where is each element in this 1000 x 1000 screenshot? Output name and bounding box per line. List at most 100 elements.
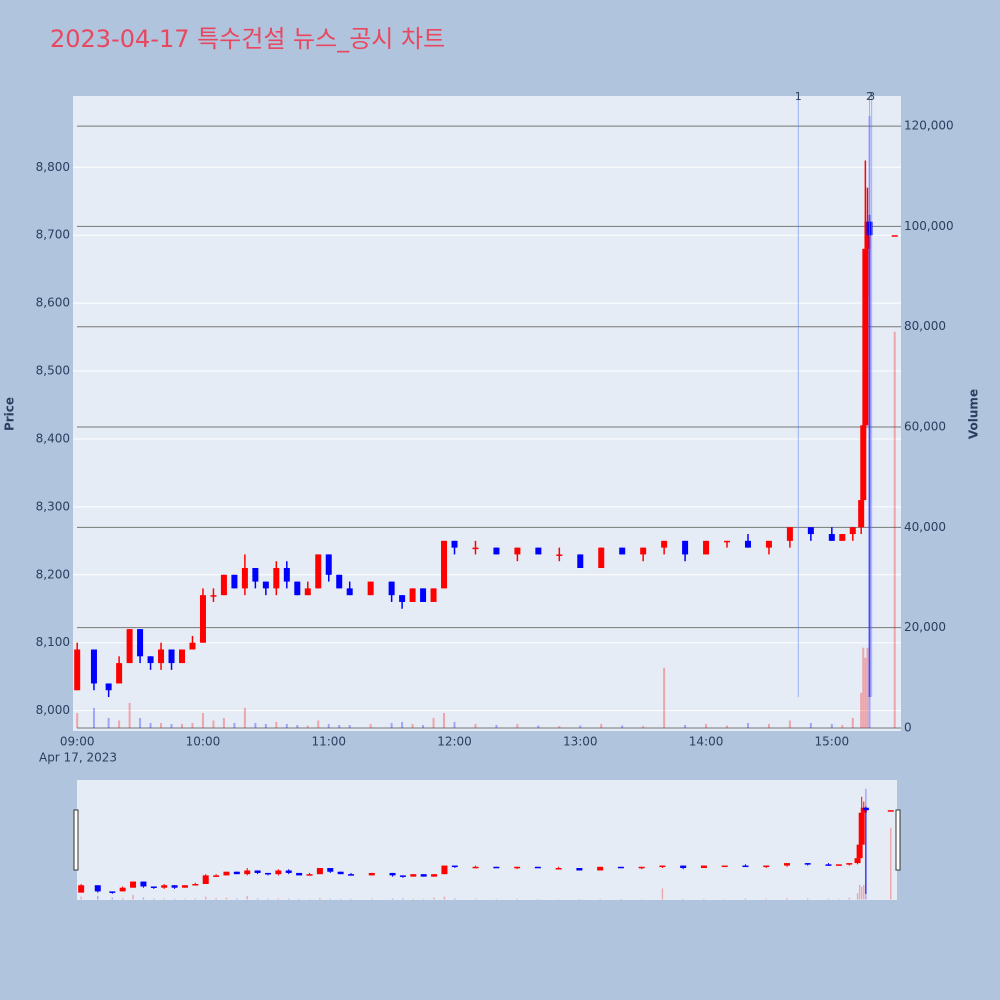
volume-bar	[233, 722, 236, 728]
volume-bar	[118, 720, 121, 728]
mini-candle-body	[534, 866, 541, 869]
volume-bar	[139, 717, 142, 728]
candle-body	[336, 574, 343, 589]
mini-candle-body	[327, 868, 334, 872]
volume-bar	[170, 723, 173, 728]
y-axis-label: Price	[3, 397, 17, 431]
volume-bar	[788, 720, 791, 728]
volume-bar	[212, 720, 215, 728]
mini-volume-bar	[402, 898, 404, 900]
volume-bar	[107, 717, 110, 728]
y-tick-label: 8,700	[36, 228, 70, 242]
volume-bar	[453, 721, 456, 728]
volume-bar	[201, 712, 204, 728]
event-label: 1	[795, 90, 802, 103]
x-tick-label: 14:00	[689, 735, 724, 749]
mini-volume-bar	[298, 898, 300, 900]
slider-handle[interactable]	[895, 809, 901, 871]
mini-volume-bar	[474, 898, 477, 900]
mini-candle-body	[804, 863, 811, 865]
volume-bar	[684, 724, 687, 728]
volume-bar	[893, 331, 896, 728]
mini-candle-body	[783, 863, 790, 866]
candle-body	[262, 581, 269, 589]
mini-candle-body	[763, 865, 770, 868]
candle-body	[862, 248, 869, 426]
volume-bar	[862, 647, 865, 728]
y2-tick-label: 60,000	[904, 420, 946, 434]
mini-candle-body	[856, 844, 863, 859]
mini-volume-bar	[173, 898, 176, 900]
candle-body	[273, 568, 280, 589]
volume-bar	[495, 724, 498, 728]
mini-candle-body	[130, 881, 137, 888]
mini-candle-body	[213, 875, 220, 877]
candle-body	[137, 629, 144, 657]
candle-body	[168, 649, 175, 664]
mini-candle-body	[846, 863, 853, 865]
volume-bar	[621, 725, 624, 728]
candle-body	[430, 588, 437, 602]
volume-bar	[275, 721, 278, 728]
y-tick-label: 8,100	[36, 635, 70, 649]
mini-volume-bar	[236, 898, 238, 900]
mini-volume-bar	[495, 898, 498, 900]
candle-body	[367, 581, 374, 596]
y2-axis-label: Volume	[967, 389, 981, 439]
mini-volume-bar	[288, 898, 290, 900]
mini-candle-body	[854, 858, 861, 864]
candle-body	[199, 595, 206, 643]
mini-volume-bar	[682, 898, 684, 900]
candle-body	[90, 649, 97, 684]
mini-candle-body	[472, 866, 479, 869]
candle-body	[598, 547, 605, 569]
volume-bar	[296, 724, 299, 728]
candle-body	[220, 574, 227, 596]
mini-volume-bar	[848, 897, 850, 900]
y-tick-label: 8,200	[36, 567, 70, 581]
mini-candle-body	[858, 812, 865, 845]
candle-body	[640, 547, 647, 555]
volume-bar	[432, 717, 435, 728]
candle-body	[891, 235, 898, 237]
mini-candle-body	[306, 874, 313, 876]
mini-volume-bar	[225, 897, 228, 900]
candle-body	[682, 540, 689, 555]
mini-candle-body	[680, 865, 687, 869]
mini-volume-bar	[599, 898, 601, 900]
mini-volume-bar	[339, 898, 342, 900]
volume-bar	[851, 717, 854, 728]
volume-bar	[746, 722, 749, 728]
volume-bar	[160, 722, 163, 728]
volume-bar	[306, 725, 309, 728]
plot-area	[73, 96, 901, 731]
mini-candle-body	[285, 870, 292, 873]
mini-volume-bar	[786, 898, 788, 900]
mini-candle-body	[296, 872, 303, 876]
candle-body	[535, 547, 542, 555]
slider-handle[interactable]	[73, 809, 79, 871]
candle-body	[849, 527, 856, 535]
candle-body	[388, 581, 395, 596]
range-slider[interactable]	[77, 780, 897, 900]
mini-candle-body	[264, 872, 271, 875]
volume-bar	[809, 722, 812, 728]
candle-body	[441, 540, 448, 589]
mini-candle-body	[192, 884, 199, 886]
mini-candle-body	[597, 866, 604, 871]
mini-candle-body	[275, 870, 282, 875]
mini-candle-body	[638, 866, 645, 869]
mini-volume-bar	[838, 898, 840, 900]
volume-bar	[443, 712, 446, 728]
volume-bar	[181, 723, 184, 728]
candle-body	[74, 649, 81, 691]
candle-body	[661, 540, 668, 548]
mini-volume-bar	[422, 898, 425, 900]
y-tick-label: 8,400	[36, 431, 70, 445]
candle-body	[179, 649, 186, 664]
volume-bar	[369, 723, 372, 728]
mini-candle-body	[835, 864, 842, 866]
volume-bar	[191, 722, 194, 728]
mini-volume-bar	[856, 893, 859, 900]
candle-body	[189, 642, 196, 650]
